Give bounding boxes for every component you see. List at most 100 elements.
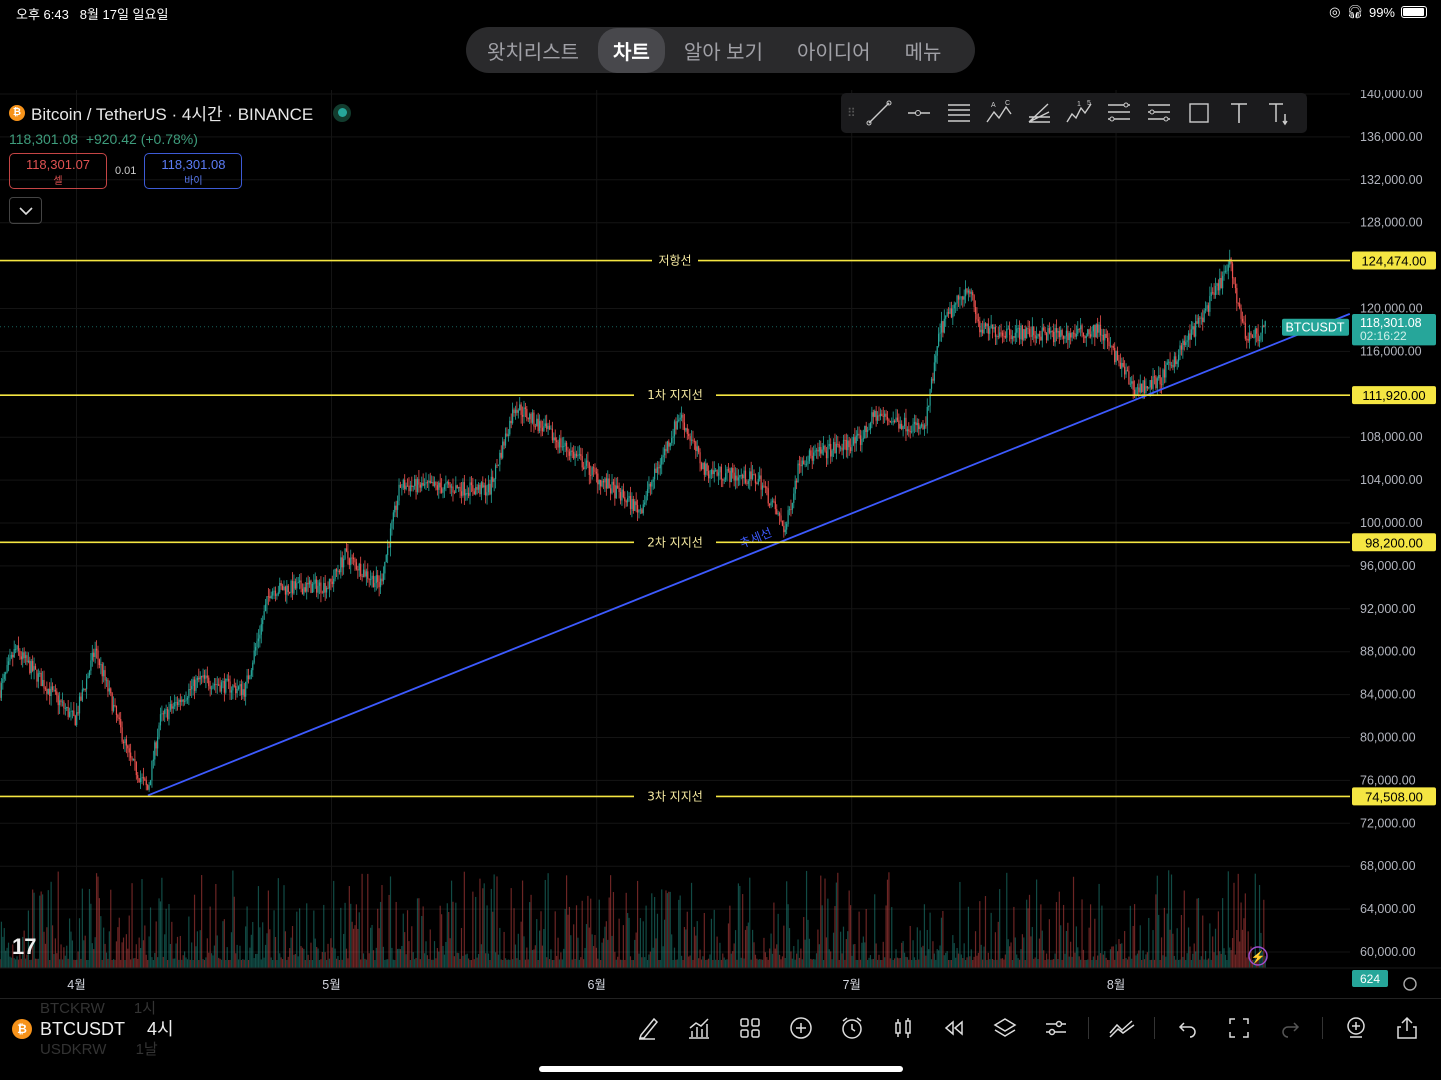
drag-handle-icon[interactable]: ⠿ <box>847 106 856 120</box>
text-tool[interactable] <box>1221 95 1257 131</box>
parallel-channel-tool[interactable] <box>941 95 977 131</box>
volume-bar <box>406 910 409 968</box>
volume-bar <box>953 943 955 968</box>
candle <box>191 685 193 690</box>
rectangle-tool[interactable] <box>1181 95 1217 131</box>
anchored-text-tool[interactable] <box>1261 95 1297 131</box>
volume-bar <box>1074 952 1076 968</box>
fullscreen-button[interactable] <box>1220 1011 1257 1045</box>
home-indicator[interactable] <box>539 1066 903 1072</box>
candle <box>965 288 967 297</box>
price-tick: 80,000.00 <box>1360 731 1416 745</box>
volume-bar <box>534 945 536 968</box>
share-button[interactable] <box>1388 1011 1425 1045</box>
volume-bar <box>87 960 89 968</box>
volume-bar <box>595 947 597 968</box>
volume-bar <box>284 931 287 968</box>
candle <box>405 485 407 490</box>
alert-button[interactable] <box>833 1011 870 1045</box>
tab-ideas[interactable]: 아이디어 <box>796 41 871 64</box>
undo-button[interactable] <box>1169 1011 1206 1045</box>
candle <box>196 677 198 681</box>
tab-chart[interactable]: 차트 <box>598 27 665 73</box>
volume-bar <box>827 898 829 968</box>
price-tick: 84,000.00 <box>1360 688 1416 702</box>
current-interval[interactable]: 4시 <box>147 1019 174 1039</box>
indicators-button[interactable] <box>680 1011 717 1045</box>
add-indicator-button[interactable] <box>1337 1011 1374 1045</box>
volume-bar <box>842 926 845 968</box>
volume-bar <box>328 958 331 968</box>
layout-button[interactable] <box>731 1011 768 1045</box>
horizontal-ray-tool[interactable] <box>901 95 937 131</box>
collapse-legend-button[interactable] <box>9 197 42 224</box>
symbol-selector[interactable]: ₿ BTCUSDT 4시 <box>12 1019 174 1039</box>
volume-bar <box>294 954 296 968</box>
candle <box>141 777 143 779</box>
volume-bar <box>882 941 884 968</box>
volume-bar <box>185 957 187 968</box>
candle <box>848 440 850 448</box>
buy-button[interactable]: 118,301.08 바이 <box>144 153 243 189</box>
candle <box>193 679 196 691</box>
candle <box>915 421 917 426</box>
candle <box>77 712 79 714</box>
candle <box>87 675 89 679</box>
drawing-button[interactable] <box>629 1011 666 1045</box>
volume-bar <box>617 956 619 968</box>
volume-bar <box>1250 946 1252 968</box>
compare-button[interactable] <box>1103 1011 1140 1045</box>
candle <box>859 435 862 445</box>
candle <box>570 450 572 456</box>
volume-bar <box>142 940 145 968</box>
symbol-title[interactable]: Bitcoin / TetherUS · 4시간 · BINANCE <box>31 105 314 124</box>
candle <box>1078 328 1080 330</box>
candle <box>1061 330 1063 336</box>
candle <box>1143 380 1146 393</box>
redo-button[interactable] <box>1271 1011 1308 1045</box>
volume-bar <box>66 945 68 968</box>
candle <box>397 500 399 510</box>
candle <box>291 580 294 594</box>
tab-explore[interactable]: 알아 보기 <box>683 41 763 64</box>
candle <box>716 470 718 476</box>
candle <box>1119 362 1121 369</box>
chart-type-button[interactable] <box>884 1011 921 1045</box>
sell-button[interactable]: 118,301.07 셀 <box>9 153 107 189</box>
volume-bar <box>1124 931 1126 968</box>
candle <box>565 442 568 451</box>
volume-bar <box>198 959 200 968</box>
candle <box>1006 328 1008 338</box>
settings-button[interactable] <box>1037 1011 1074 1045</box>
volume-bar <box>1231 938 1234 968</box>
candle <box>837 443 839 445</box>
next-symbol[interactable]: USDKRW 1날 <box>40 1042 158 1057</box>
volume-bar <box>712 959 714 968</box>
volume-bar <box>979 901 981 968</box>
volume-bar <box>470 960 473 968</box>
fib-retracement-tool[interactable] <box>1101 95 1137 131</box>
candle <box>1200 317 1202 319</box>
candle <box>1180 345 1183 350</box>
candle <box>40 672 42 687</box>
tab-watchlist[interactable]: 왓치리스트 <box>487 41 579 64</box>
candle <box>628 495 630 499</box>
fib-fan-tool[interactable] <box>1021 95 1057 131</box>
add-button[interactable] <box>782 1011 819 1045</box>
trend-line-tool[interactable] <box>861 95 897 131</box>
volume-bar <box>422 906 424 968</box>
candle <box>1082 332 1085 337</box>
replay-button[interactable] <box>935 1011 972 1045</box>
prev-symbol[interactable]: BTCKRW 1시 <box>40 1001 156 1016</box>
object-tree-button[interactable] <box>986 1011 1023 1045</box>
volume-bar <box>959 881 961 968</box>
candle <box>920 424 923 427</box>
tab-menu[interactable]: 메뉴 <box>904 41 942 64</box>
candle <box>341 557 343 568</box>
fib-extension-tool[interactable] <box>1141 95 1177 131</box>
volume-bar <box>1233 882 1235 968</box>
volume-bar <box>270 957 272 968</box>
